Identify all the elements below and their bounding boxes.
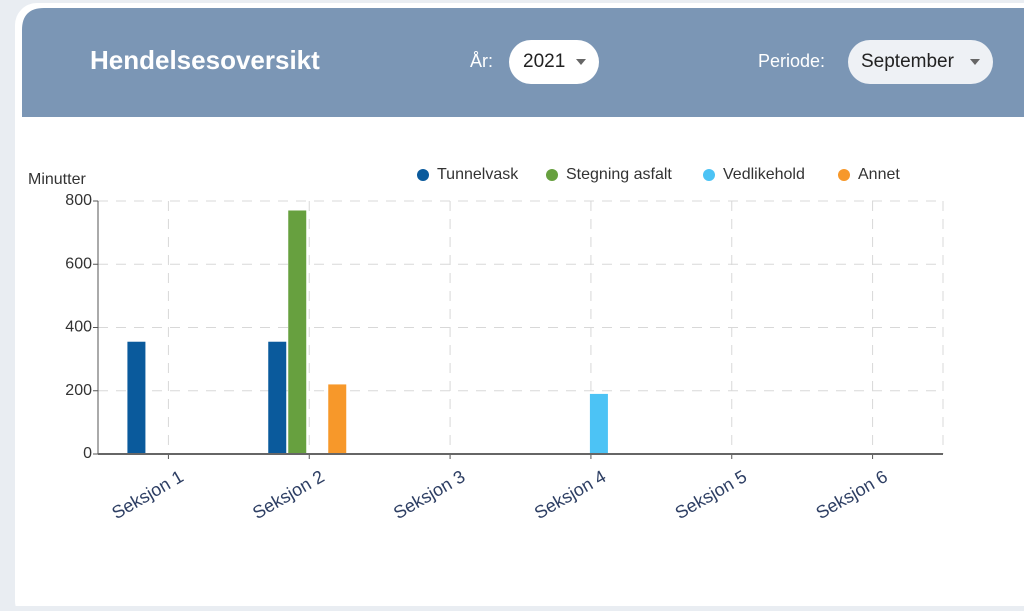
legend-label: Tunnelvask (437, 166, 519, 183)
legend-swatch (546, 169, 558, 181)
legend-swatch (417, 169, 429, 181)
period-value: September (861, 51, 955, 72)
period-dropdown[interactable] (848, 40, 993, 84)
bar (328, 384, 347, 454)
legend-label: Stegning asfalt (566, 166, 672, 183)
legend-label: Annet (858, 166, 900, 183)
legend-swatch (703, 169, 715, 181)
dropdown-arrow (970, 59, 980, 65)
year-label: År: (470, 51, 493, 71)
y-tick-label: 0 (83, 445, 92, 462)
y-tick-label: 400 (65, 319, 92, 336)
card (15, 3, 1024, 611)
legend-label: Vedlikehold (723, 166, 805, 183)
bar (288, 210, 307, 454)
period-label: Periode: (758, 51, 825, 71)
bar (589, 393, 608, 454)
bar (127, 341, 146, 454)
bar (268, 341, 287, 454)
year-dropdown[interactable] (509, 40, 599, 84)
dropdown-arrow (576, 59, 586, 65)
y-tick-label: 600 (65, 255, 92, 272)
year-value: 2021 (523, 51, 565, 72)
y-axis-title: Minutter (28, 171, 86, 188)
legend-swatch (838, 169, 850, 181)
y-tick-label: 200 (65, 382, 92, 399)
y-tick-label: 800 (65, 192, 92, 209)
header-title: Hendelsesoversikt (90, 45, 320, 75)
